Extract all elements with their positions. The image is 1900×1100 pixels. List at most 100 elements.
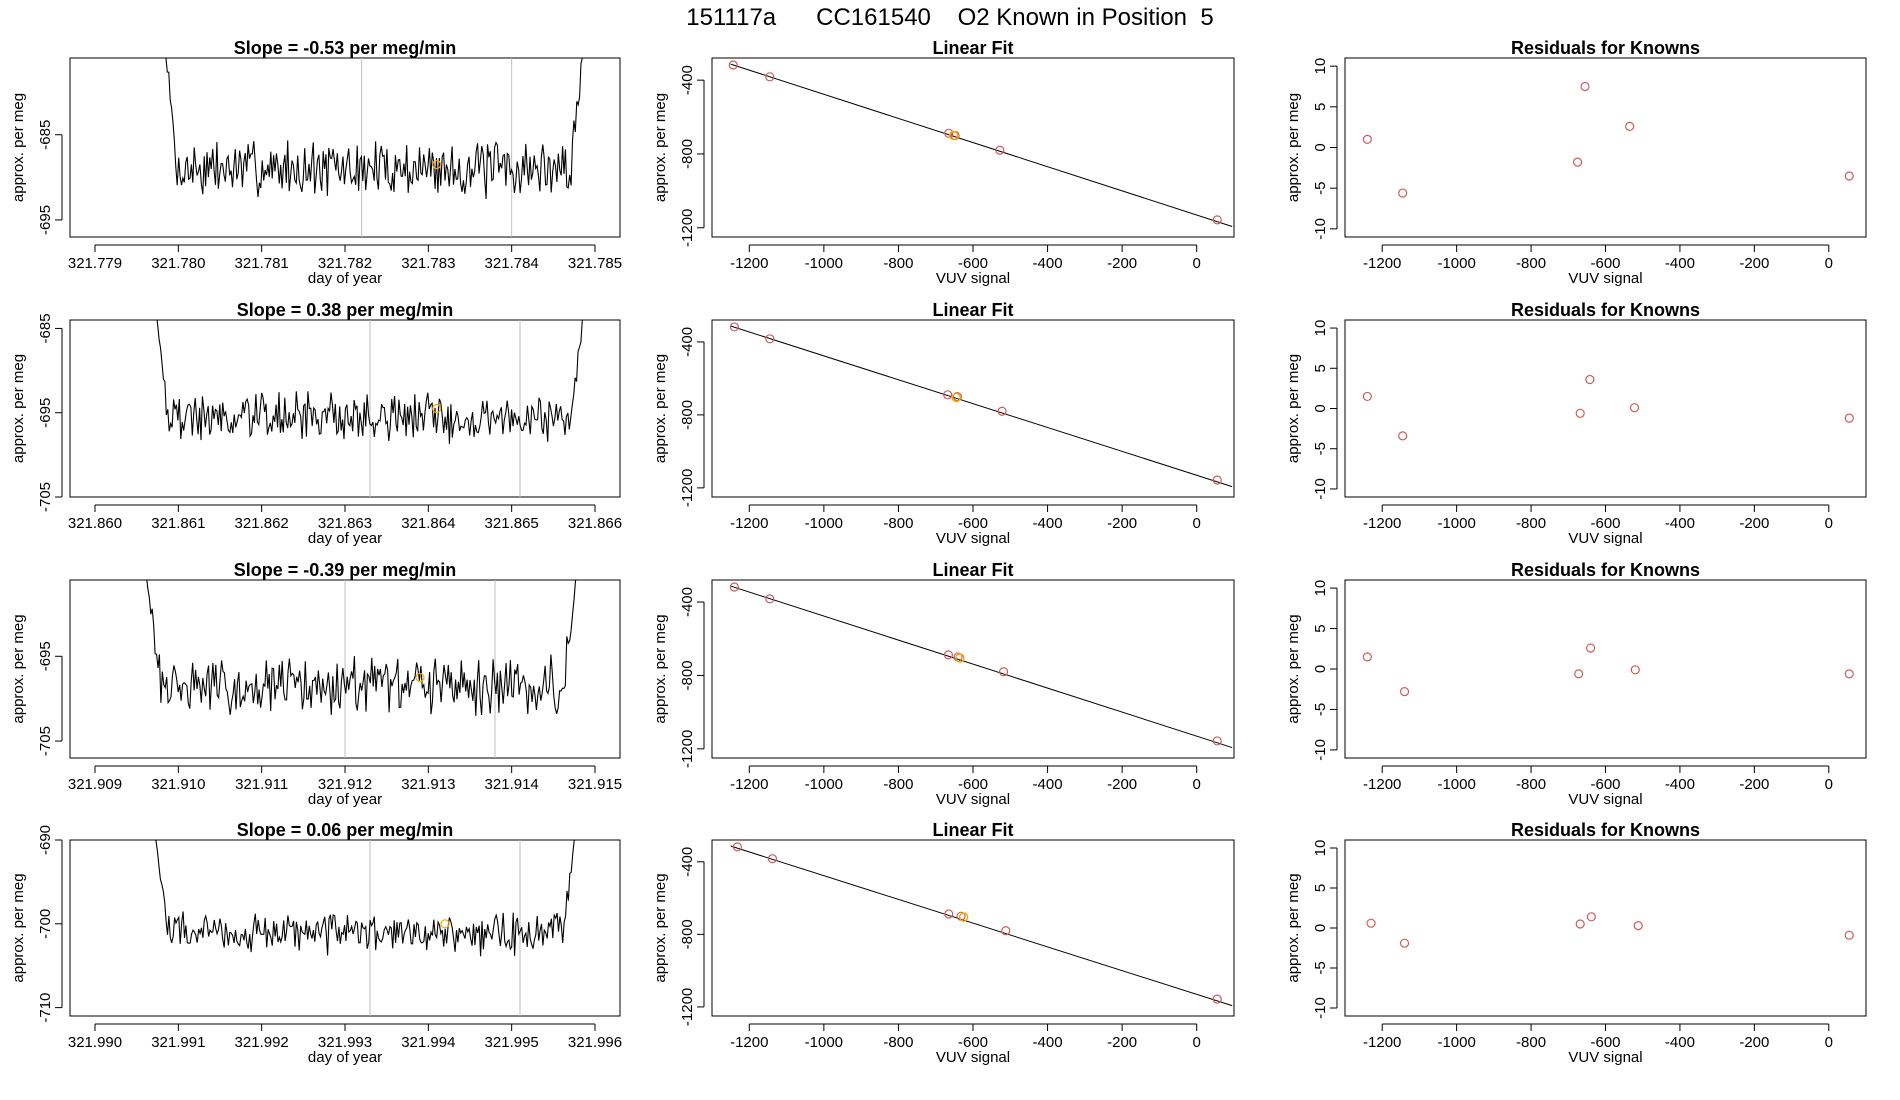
- linear-fit-3-known-point: [943, 650, 953, 660]
- linear-fit-4-sample-point: [958, 912, 969, 922]
- trace-4-plot-area: [155, 840, 575, 1016]
- linear-fit-3-known-point: [765, 594, 775, 604]
- trace-3-y-axis-label: approx. per meg: [10, 614, 27, 723]
- residuals-2-x-tick-label: -1000: [1437, 515, 1475, 532]
- trace-2-x-tick-label: 321.862: [235, 515, 289, 532]
- residuals-1-x-tick-label: -1200: [1363, 255, 1401, 272]
- linear-fit-4-x-tick-label: -600: [958, 1034, 988, 1051]
- linear-fit-1-plot-area: [728, 60, 1233, 227]
- linear-fit-2-sample-point: [951, 392, 961, 403]
- residuals-2-title: Residuals for Knowns: [1511, 300, 1700, 320]
- residuals-1-y-tick-label: 5: [1312, 103, 1329, 111]
- residuals-1-title: Residuals for Knowns: [1511, 38, 1700, 58]
- linear-fit-3-fit-line: [730, 585, 1233, 749]
- linear-fit-1-known-point: [1212, 215, 1222, 225]
- residuals-3-x-tick-label: -200: [1739, 776, 1769, 793]
- residuals-2-plot-area: [1362, 374, 1854, 441]
- linear-fit-2-x-tick-label: 0: [1193, 515, 1201, 532]
- linear-fit-4-y-axis-label: approx. per meg: [652, 873, 669, 982]
- linear-fit-2-x-tick-label: -600: [958, 515, 988, 532]
- trace-4-x-tick-label: 321.995: [485, 1034, 539, 1051]
- residuals-4-x-tick-label: -1200: [1363, 1034, 1401, 1051]
- linear-fit-1-x-tick-label: -1000: [805, 255, 843, 272]
- residuals-2-x-axis-label: VUV signal: [1568, 530, 1642, 547]
- linear-fit-1-x-tick-label: -1200: [730, 255, 768, 272]
- residuals-3-y-axis-label: approx. per meg: [1285, 614, 1302, 723]
- linear-fit-2-title: Linear Fit: [932, 300, 1013, 320]
- trace-2-y-axis-label: approx. per meg: [10, 354, 27, 463]
- residuals-4-residual-point: [1844, 930, 1854, 940]
- trace-4-title: Slope = 0.06 per meg/min: [237, 820, 454, 840]
- trace-4-x-tick-label: 321.996: [568, 1034, 622, 1051]
- linear-fit-4-plot-area: [730, 842, 1233, 1007]
- residuals-4-y-tick-label: -5: [1312, 961, 1329, 974]
- linear-fit-2-frame: [711, 319, 1235, 498]
- linear-fit-2-x-tick-label: -200: [1107, 515, 1137, 532]
- linear-fit-3-x-tick-label: -600: [958, 776, 988, 793]
- residuals-4-y-tick-label: 5: [1312, 884, 1329, 892]
- linear-fit-1-known-point: [944, 128, 954, 138]
- linear-fit-4-x-tick-label: -800: [883, 1034, 913, 1051]
- trace-2-x-tick-label: 321.860: [68, 515, 122, 532]
- trace-4-x-tick-label: 321.992: [235, 1034, 289, 1051]
- linear-fit-2-x-tick-label: -800: [883, 515, 913, 532]
- linear-fit-4-known-point: [1001, 926, 1011, 936]
- trace-4-panel: Slope = 0.06 per meg/min 321.990 321.991 32…: [10, 820, 622, 1066]
- trace-1-x-tick-label: 321.779: [68, 255, 122, 272]
- trace-2-x-tick-label: 321.861: [151, 515, 205, 532]
- residuals-4-x-tick-label: -400: [1665, 1034, 1695, 1051]
- residuals-2-x-tick-label: -1200: [1363, 515, 1401, 532]
- linear-fit-4-known-point: [732, 842, 742, 852]
- linear-fit-3-x-tick-label: -400: [1033, 776, 1063, 793]
- residuals-3-x-axis-label: VUV signal: [1568, 791, 1642, 808]
- residuals-1-y-tick-label: 0: [1312, 143, 1329, 151]
- trace-1-plot-area: [165, 58, 583, 237]
- residuals-4-x-tick-label: -600: [1590, 1034, 1620, 1051]
- trace-4-x-tick-label: 321.990: [68, 1034, 122, 1051]
- linear-fit-2-y-tick-label: -400: [679, 327, 696, 357]
- residuals-4-x-tick-label: -800: [1516, 1034, 1546, 1051]
- residuals-3-x-tick-label: 0: [1825, 776, 1833, 793]
- residuals-3-y-tick-label: 10: [1312, 580, 1329, 597]
- linear-fit-1-x-tick-label: -400: [1033, 255, 1063, 272]
- residuals-1-panel: Residuals for Knowns-1200 -1000 -800 -600 -4…: [1285, 38, 1867, 287]
- residuals-1-residual-point: [1625, 121, 1635, 131]
- trace-3-x-tick-label: 321.912: [318, 776, 372, 793]
- trace-2-x-tick-label: 321.864: [401, 515, 455, 532]
- linear-fit-4-y-tick-label: -400: [679, 847, 696, 877]
- linear-fit-3-plot-area: [729, 582, 1233, 749]
- linear-fit-4-frame: [711, 839, 1235, 1017]
- residuals-1-x-tick-label: -1000: [1437, 255, 1475, 272]
- trace-2-x-tick-label: 321.865: [485, 515, 539, 532]
- trace-4-trace-line: [155, 840, 575, 957]
- trace-3-x-tick-label: 321.915: [568, 776, 622, 793]
- residuals-2-residual-point: [1844, 413, 1854, 423]
- residuals-3-frame: [1344, 579, 1867, 759]
- residuals-3-residual-point: [1574, 669, 1584, 679]
- trace-3-title: Slope = -0.39 per meg/min: [234, 560, 457, 580]
- residuals-2-y-tick-label: 5: [1312, 364, 1329, 372]
- residuals-3-y-tick-label: 0: [1312, 665, 1329, 673]
- residuals-4-x-tick-label: 0: [1825, 1034, 1833, 1051]
- trace-1-panel: Slope = -0.53 per meg/min 321.779 321.780 3…: [10, 38, 622, 287]
- trace-2-y-tick-label: -695: [37, 398, 54, 428]
- trace-2-trace-line: [156, 320, 583, 444]
- trace-4-sample-point: [440, 919, 450, 929]
- linear-fit-4-title: Linear Fit: [932, 820, 1013, 840]
- linear-fit-2-y-tick-label: -800: [679, 400, 696, 430]
- linear-fit-2-panel: Linear Fit -1200 -1000 -800 -600 -400 -200 0 VUV…: [652, 300, 1235, 547]
- residuals-1-frame: [1344, 57, 1867, 238]
- residuals-2-residual-point: [1362, 391, 1372, 402]
- trace-1-x-tick-label: 321.781: [235, 255, 289, 272]
- linear-fit-2-plot-area: [729, 322, 1233, 488]
- linear-fit-3-known-point: [998, 667, 1009, 677]
- linear-fit-4-x-tick-label: 0: [1193, 1034, 1201, 1051]
- linear-fit-1-y-tick-label: -800: [679, 139, 696, 169]
- linear-fit-3-y-tick-label: -400: [679, 587, 696, 617]
- trace-3-y-tick-label: -695: [37, 641, 54, 671]
- residuals-2-y-tick-label: -10: [1312, 478, 1329, 500]
- linear-fit-3-y-tick-label: -1200: [679, 730, 696, 768]
- linear-fit-2-y-tick-label: -1200: [679, 469, 696, 507]
- residuals-4-x-tick-label: -1000: [1437, 1034, 1475, 1051]
